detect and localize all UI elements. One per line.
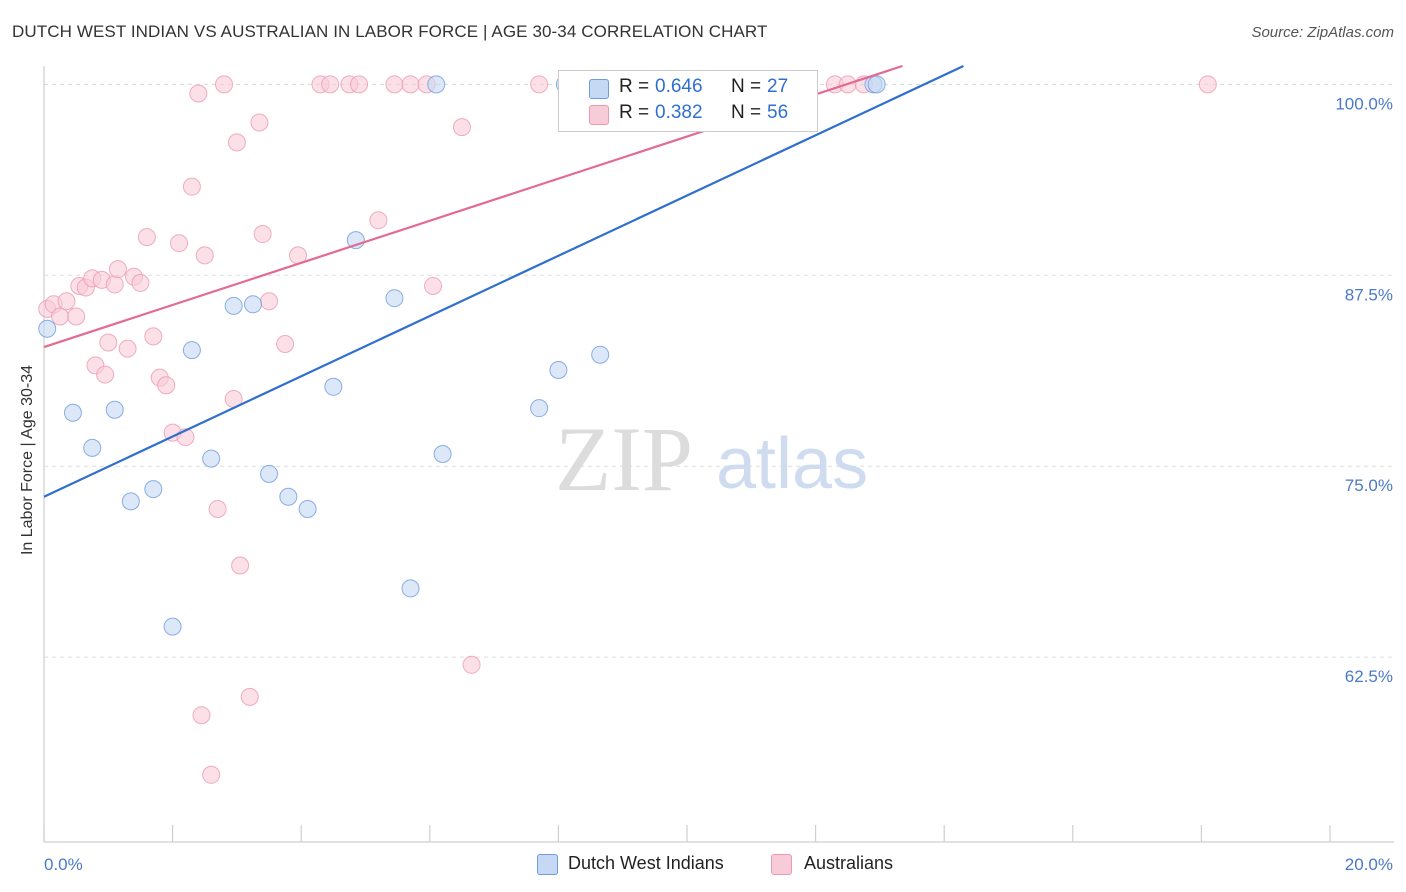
x-tick-label: 20.0% — [1345, 855, 1393, 874]
y-tick-label: 62.5% — [1345, 667, 1393, 686]
australians-point — [276, 335, 295, 354]
australians-point — [462, 655, 481, 674]
australians-point — [202, 765, 221, 784]
australians-point — [215, 75, 234, 94]
stats-legend: R = 0.646 N = 27 R = 0.382 N = 56 — [558, 70, 818, 132]
dutch-west-indians-point — [867, 75, 886, 94]
australians-point — [170, 234, 189, 253]
australians-point — [57, 292, 76, 311]
dutch-west-indians-point — [401, 579, 420, 598]
dutch-west-indians-point — [260, 464, 279, 483]
dutch-swatch-icon — [589, 79, 609, 99]
dutch-west-indians-point — [121, 492, 140, 511]
australians-point — [118, 339, 137, 358]
dutch-west-indians-point — [163, 617, 182, 636]
australians-point — [231, 556, 250, 575]
australians-point — [131, 273, 150, 292]
chart-title: DUTCH WEST INDIAN VS AUSTRALIAN IN LABOR… — [12, 22, 768, 41]
australians-point — [51, 307, 70, 326]
australians-point — [369, 211, 388, 230]
australians-point — [350, 75, 369, 94]
australians-point — [250, 113, 269, 132]
axes — [43, 66, 1394, 843]
dutch-west-indians-point — [144, 480, 163, 499]
australians-point — [99, 333, 118, 352]
n-value: 56 — [767, 102, 789, 123]
source-credit: Source: ZipAtlas.com — [1251, 24, 1394, 41]
r-label: R = — [619, 102, 650, 123]
n-value: 27 — [767, 76, 789, 97]
australians-point — [96, 365, 115, 384]
y-tick-label: 87.5% — [1345, 285, 1393, 304]
australians-point — [195, 246, 214, 265]
australians-point — [260, 292, 279, 311]
australians-point — [137, 228, 156, 247]
dutch-legend-swatch-icon — [537, 854, 558, 875]
dutch-west-indians-point — [279, 487, 298, 506]
x-tick-label: 0.0% — [44, 855, 83, 874]
australians-point — [157, 376, 176, 395]
australians-point — [530, 75, 549, 94]
dutch-west-indians-point — [530, 399, 549, 418]
r-value: 0.382 — [655, 102, 703, 123]
dutch-west-indians-trend-line — [43, 65, 964, 498]
dutch-west-indians-point — [202, 449, 221, 468]
australians-point — [227, 133, 246, 152]
australians-point — [182, 177, 201, 196]
dutch-west-indians-point — [63, 403, 82, 422]
australians-point — [385, 75, 404, 94]
australians-point — [192, 706, 211, 725]
legend-row-dutch: R = 0.646 N = 27 — [559, 76, 817, 102]
dutch-west-indians-point — [298, 499, 317, 518]
dutch-west-indians-point — [105, 400, 124, 419]
australians-point — [452, 118, 471, 137]
australians-legend-swatch-icon — [771, 854, 792, 875]
r-label: R = — [619, 76, 650, 97]
australians-point — [253, 225, 272, 244]
watermark-atlas: atlas — [716, 424, 868, 504]
legend-row-australians: R = 0.382 N = 56 — [559, 102, 817, 128]
australians-swatch-icon — [589, 105, 609, 125]
australians-point — [240, 687, 259, 706]
australians-point — [144, 327, 163, 346]
y-tick-label: 75.0% — [1345, 476, 1393, 495]
n-label: N = — [731, 102, 762, 123]
australians-point — [208, 499, 227, 518]
dutch-west-indians-point — [224, 296, 243, 315]
australians-point — [189, 84, 208, 103]
dutch-west-indians-point — [549, 360, 568, 379]
dutch-west-indians-point — [591, 345, 610, 364]
n-label: N = — [731, 76, 762, 97]
tick-labels: 100.0% 87.5% 75.0% 62.5% 0.0% 20.0% — [44, 94, 1393, 874]
dutch-west-indians-point — [324, 377, 343, 396]
dutch-west-indians-point — [427, 75, 446, 94]
dutch-west-indians-point — [182, 341, 201, 360]
australians-legend-label: Australians — [804, 853, 894, 873]
dutch-west-indians-point — [433, 445, 452, 463]
series-legend: Dutch West Indians Australians — [0, 852, 1406, 878]
australians-point — [108, 260, 127, 279]
australians-point — [67, 307, 86, 326]
dutch-west-indians-point — [385, 289, 404, 308]
dutch-west-indians-point — [83, 438, 102, 457]
australians-point — [1198, 75, 1217, 94]
australians-point — [401, 75, 420, 94]
australians-point — [105, 275, 124, 294]
australians-point — [321, 75, 340, 94]
dutch-west-indians-point — [243, 295, 262, 314]
dutch-west-indians-point — [38, 319, 57, 338]
r-value: 0.646 — [655, 76, 703, 97]
dutch-legend-label: Dutch West Indians — [568, 853, 724, 873]
watermark-zip: ZIP — [555, 408, 693, 510]
y-tick-label: 100.0% — [1335, 94, 1393, 113]
australians-point — [424, 276, 443, 295]
